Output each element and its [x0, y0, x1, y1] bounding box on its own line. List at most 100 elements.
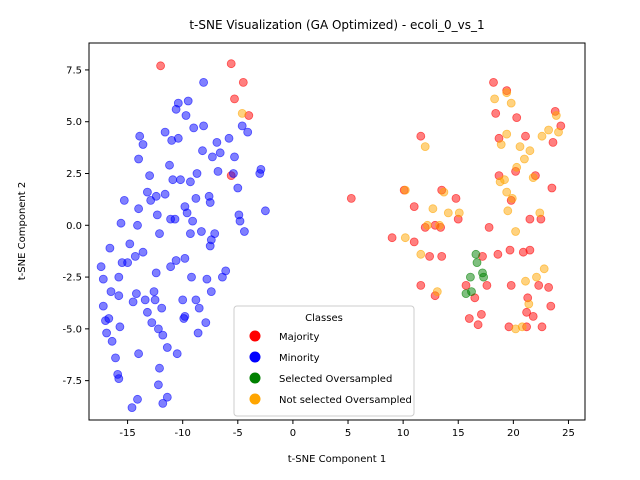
data-point	[107, 336, 117, 346]
data-point	[206, 287, 216, 297]
data-point	[181, 111, 191, 120]
data-point	[346, 193, 356, 203]
data-point	[539, 264, 549, 274]
data-point	[230, 152, 239, 162]
data-point	[502, 129, 512, 139]
data-point	[153, 380, 163, 390]
data-point	[138, 247, 148, 257]
data-point	[224, 133, 234, 143]
data-point	[502, 187, 512, 197]
x-tick-label: 20	[507, 428, 520, 439]
data-point	[473, 320, 483, 330]
x-tick-label: -10	[175, 428, 191, 439]
data-point	[138, 140, 148, 149]
data-point	[160, 189, 170, 199]
x-axis-ticks: -15 -10 -5 0 5 10 15 20 25	[119, 420, 575, 439]
x-tick-label: -15	[119, 428, 135, 439]
data-point	[233, 183, 243, 193]
data-point	[198, 146, 207, 156]
series-not-selected-oversampled	[237, 88, 563, 334]
data-point	[416, 280, 426, 290]
data-point	[98, 301, 108, 311]
data-point	[443, 208, 453, 218]
data-point	[158, 398, 168, 408]
data-point	[173, 133, 183, 143]
data-point	[172, 349, 182, 359]
data-point	[102, 328, 111, 338]
data-point	[491, 109, 501, 118]
data-point	[435, 220, 444, 230]
data-point	[490, 94, 500, 104]
data-point	[206, 235, 216, 245]
data-point	[472, 258, 482, 268]
data-point	[215, 148, 225, 158]
data-point	[125, 239, 135, 249]
data-point	[256, 164, 266, 174]
data-point	[166, 262, 176, 272]
data-point	[535, 208, 545, 218]
data-point	[205, 198, 215, 207]
data-point	[111, 353, 120, 363]
data-point	[471, 249, 481, 259]
data-point	[114, 374, 124, 384]
data-point	[192, 169, 202, 178]
data-point	[439, 187, 449, 197]
y-tick-label: -5.0	[62, 324, 82, 335]
legend-marker	[249, 393, 261, 405]
data-point	[178, 295, 188, 305]
data-point	[187, 272, 196, 282]
data-point	[524, 299, 534, 309]
data-point	[180, 253, 190, 263]
data-point	[134, 349, 144, 359]
data-point	[171, 256, 181, 265]
x-tick-label: 0	[290, 428, 296, 439]
data-point	[189, 123, 199, 133]
data-point	[162, 392, 172, 402]
data-point	[512, 113, 522, 122]
data-point	[409, 202, 419, 212]
data-point	[213, 166, 223, 176]
data-point	[130, 251, 140, 261]
data-point	[151, 268, 161, 278]
data-point	[505, 245, 515, 255]
data-point	[547, 183, 557, 193]
y-tick-label: -7.5	[62, 376, 82, 387]
data-point	[160, 127, 170, 137]
data-point	[104, 314, 114, 323]
series-minority	[96, 78, 270, 413]
data-point	[168, 175, 178, 185]
x-tick-label: 5	[345, 428, 351, 439]
legend-box	[233, 305, 415, 417]
data-point	[165, 160, 174, 170]
data-point	[105, 243, 115, 253]
data-point	[409, 237, 419, 247]
data-point	[532, 272, 541, 282]
data-point	[493, 249, 503, 259]
points-layer	[96, 59, 566, 413]
data-point	[506, 280, 516, 290]
data-point	[237, 121, 247, 131]
data-point	[235, 216, 245, 226]
data-point	[155, 229, 164, 239]
y-axis-label: t-SNE Component 2	[17, 182, 28, 280]
data-point	[437, 251, 447, 261]
data-point	[173, 98, 183, 108]
data-point	[158, 330, 168, 340]
data-point	[502, 88, 512, 98]
chart-title: t-SNE Visualization (GA Optimized) - eco…	[189, 18, 484, 32]
data-point	[131, 289, 141, 299]
data-point	[170, 214, 180, 224]
legend-label: Selected Oversampled	[279, 374, 392, 385]
data-point	[416, 131, 426, 141]
data-point	[525, 214, 535, 224]
data-point	[537, 131, 547, 141]
data-point	[387, 233, 397, 243]
data-point	[145, 171, 155, 181]
data-point	[142, 307, 152, 317]
legend-label: Minority	[279, 353, 320, 364]
data-point	[528, 311, 538, 321]
data-point	[194, 303, 204, 313]
data-point	[135, 131, 145, 141]
data-point	[180, 311, 190, 321]
